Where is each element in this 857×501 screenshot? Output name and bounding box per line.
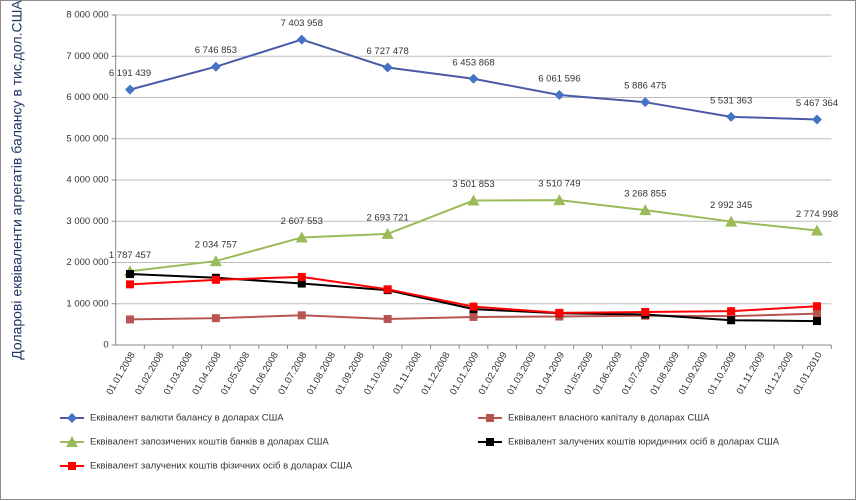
marker bbox=[486, 438, 494, 446]
marker bbox=[211, 275, 220, 284]
data-label: 2 607 553 bbox=[281, 216, 323, 227]
marker bbox=[813, 309, 821, 318]
data-label: 7 403 958 bbox=[281, 18, 323, 29]
marker bbox=[467, 194, 480, 206]
marker bbox=[468, 73, 479, 84]
marker bbox=[383, 315, 392, 324]
marker bbox=[209, 255, 222, 267]
y-tick-label: 5 000 000 bbox=[66, 133, 108, 144]
marker bbox=[297, 311, 306, 320]
marker bbox=[554, 89, 565, 100]
marker bbox=[639, 204, 652, 216]
data-label: 2 774 998 bbox=[796, 209, 838, 220]
marker bbox=[812, 114, 822, 125]
marker bbox=[811, 224, 823, 236]
marker bbox=[813, 302, 821, 311]
marker bbox=[813, 317, 821, 326]
marker bbox=[641, 308, 650, 316]
data-label: 5 467 364 bbox=[796, 98, 838, 109]
marker bbox=[211, 314, 220, 323]
marker bbox=[66, 436, 78, 447]
data-label: 6 453 868 bbox=[452, 57, 494, 68]
marker bbox=[126, 315, 134, 324]
marker bbox=[725, 215, 738, 227]
data-label: 2 693 721 bbox=[366, 212, 408, 223]
data-label: 5 531 363 bbox=[710, 95, 752, 106]
data-label: 3 510 749 bbox=[538, 179, 580, 190]
y-tick-label: 7 000 000 bbox=[66, 51, 108, 62]
marker bbox=[469, 312, 478, 321]
legend-label: Еквівалент залучених коштів юридичних ос… bbox=[508, 437, 780, 448]
marker bbox=[126, 270, 134, 279]
marker bbox=[553, 194, 566, 206]
data-label: 3 268 855 bbox=[624, 189, 666, 200]
data-label: 3 501 853 bbox=[452, 179, 494, 190]
data-label: 2 992 345 bbox=[710, 200, 752, 211]
legend-label: Еквівалент залучених коштів фізичних осі… bbox=[90, 461, 353, 472]
marker bbox=[727, 307, 736, 316]
marker bbox=[67, 413, 77, 423]
legend-label: Еквівалент власного капіталу в доларах С… bbox=[508, 413, 710, 424]
marker bbox=[68, 462, 76, 470]
marker bbox=[383, 285, 392, 294]
y-tick-label: 0 bbox=[103, 340, 108, 351]
data-label: 6 191 439 bbox=[109, 68, 151, 79]
marker bbox=[296, 34, 307, 45]
marker bbox=[727, 312, 736, 321]
marker bbox=[297, 279, 306, 288]
y-tick-label: 8 000 000 bbox=[66, 10, 108, 21]
y-tick-label: 1 000 000 bbox=[66, 298, 108, 309]
marker bbox=[295, 231, 308, 243]
y-tick-label: 2 000 000 bbox=[66, 257, 108, 268]
legend-label: Еквівалент запозичених коштів банків в д… bbox=[90, 437, 329, 448]
data-label: 5 886 475 bbox=[624, 81, 666, 92]
legend-label: Еквівалент валюти балансу в доларах США bbox=[90, 413, 284, 424]
marker bbox=[555, 308, 564, 317]
marker bbox=[125, 84, 135, 95]
marker bbox=[727, 316, 736, 325]
marker bbox=[210, 61, 221, 72]
y-tick-label: 6 000 000 bbox=[66, 92, 108, 103]
marker bbox=[640, 97, 651, 108]
data-label: 6 061 596 bbox=[538, 73, 580, 84]
marker bbox=[382, 62, 393, 73]
data-label: 6 746 853 bbox=[195, 45, 237, 56]
marker bbox=[726, 111, 737, 122]
y-axis-label: Доларові еквіваленти агрегатів балансу в… bbox=[9, 0, 25, 360]
data-label: 6 727 478 bbox=[366, 46, 408, 57]
data-label: 1 787 457 bbox=[109, 250, 151, 261]
marker bbox=[297, 272, 306, 281]
marker bbox=[469, 302, 478, 311]
data-label: 2 034 757 bbox=[195, 240, 237, 251]
y-tick-label: 3 000 000 bbox=[66, 216, 108, 227]
y-tick-label: 4 000 000 bbox=[66, 175, 108, 186]
marker bbox=[381, 227, 394, 239]
marker bbox=[126, 280, 134, 289]
marker bbox=[486, 414, 494, 422]
